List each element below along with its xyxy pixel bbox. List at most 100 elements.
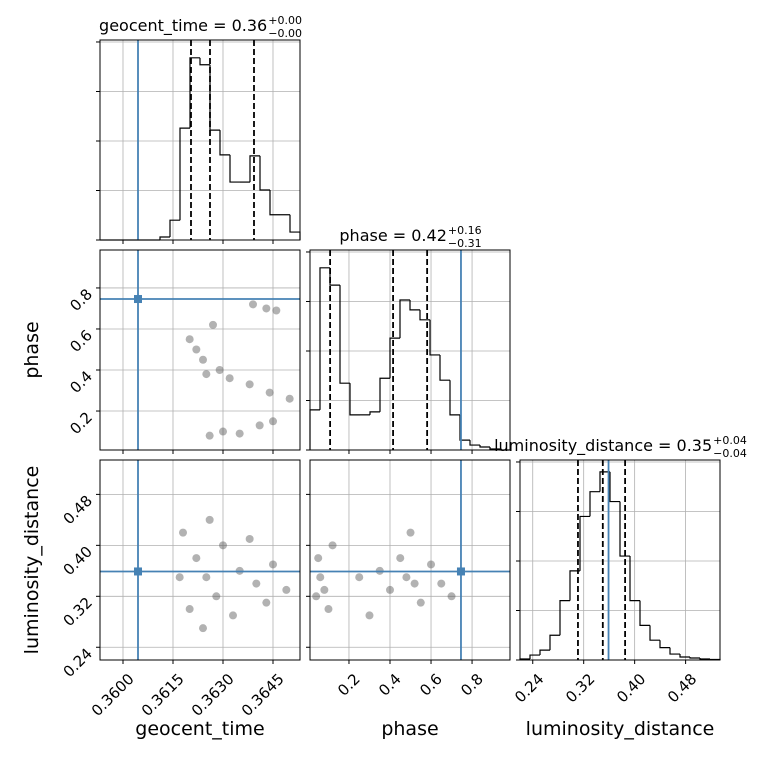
sample-point: [355, 573, 364, 582]
y-tick-label: 0.24: [60, 645, 96, 681]
x-tick-label: 0.3615: [138, 670, 188, 720]
histogram-bin: [649, 625, 660, 641]
sample-point: [219, 541, 227, 550]
panel-frame: [99, 459, 301, 661]
title-lower: −0.00: [268, 27, 302, 40]
sample-point: [185, 605, 194, 614]
histogram-bin: [249, 155, 260, 183]
histogram-bin: [179, 127, 190, 221]
histogram-bin: [289, 214, 301, 240]
histogram-bin: [589, 491, 600, 517]
y-tick-label: 0.48: [60, 492, 96, 528]
panel-frame: [309, 249, 511, 451]
y-tick-label: 0.4: [66, 367, 96, 397]
histogram-bin: [559, 599, 570, 636]
title-lower: −0.31: [448, 237, 482, 250]
x-tick-label: 0.2: [334, 670, 364, 700]
histogram-bin: [259, 155, 270, 191]
sample-point: [402, 573, 411, 582]
histogram-bin: [329, 267, 340, 286]
panel-frame: [309, 459, 511, 661]
histogram-bin: [159, 236, 170, 240]
histogram-bin: [409, 300, 420, 311]
histogram-bin: [479, 445, 490, 448]
sample-point: [314, 554, 323, 563]
histogram-bin: [319, 267, 330, 410]
sample-point: [192, 345, 201, 354]
x-tick-label: 0.3600: [88, 670, 138, 720]
sample-point: [229, 611, 237, 620]
histogram-bin: [689, 657, 700, 659]
sample-point: [219, 427, 227, 436]
sample-point: [199, 355, 207, 364]
histogram-bin: [469, 440, 480, 446]
sample-point: [202, 370, 211, 379]
title-upper: +0.04: [713, 434, 747, 447]
sample-point: [272, 306, 281, 315]
sample-point: [212, 592, 221, 601]
sample-point: [262, 598, 271, 607]
sample-point: [396, 554, 405, 563]
sample-point: [235, 429, 244, 438]
histogram-bin: [569, 570, 580, 601]
title-upper: +0.16: [448, 224, 482, 237]
sample-point: [320, 585, 329, 594]
histogram-bin: [659, 640, 670, 649]
sample-point: [269, 417, 277, 426]
sample-point: [179, 528, 187, 537]
sample-point: [269, 560, 277, 569]
x-tick-label: 0.40: [613, 670, 649, 706]
histogram-bin: [609, 471, 620, 503]
histogram-bin: [389, 337, 400, 379]
histogram-bin: [599, 471, 610, 492]
y-axis-label: luminosity_distance: [21, 466, 43, 655]
y-tick-label: 0.6: [66, 326, 96, 356]
panel: 0.3600 0.3615 0.3630 0.3645 0.24 0.32 0.40 0.48…: [21, 459, 301, 740]
histogram-bin: [419, 309, 430, 321]
histogram-bin: [629, 556, 640, 602]
panel: geocent_time = 0.36 +0.00−0.00: [96, 14, 302, 244]
histogram-bin: [529, 654, 540, 660]
sample-point: [312, 592, 321, 601]
title-lower: −0.04: [713, 447, 747, 460]
x-tick-label: 0.24: [511, 670, 547, 706]
panel-frame: [99, 39, 301, 241]
x-axis-label: luminosity_distance: [526, 718, 715, 740]
sample-point: [427, 560, 436, 569]
sample-point: [205, 431, 214, 440]
histogram-bin: [449, 380, 460, 416]
histogram-bin: [369, 411, 380, 415]
y-tick-label: 0.8: [66, 285, 96, 315]
histogram-bin: [619, 501, 630, 557]
histogram-bin: [169, 219, 180, 238]
sample-point: [262, 304, 271, 313]
x-tick-label: 0.8: [457, 670, 487, 700]
sample-point: [437, 579, 446, 588]
sample-point: [175, 573, 184, 582]
x-tick-label: 0.48: [664, 670, 700, 706]
sample-point: [185, 335, 194, 344]
sample-point: [406, 528, 415, 537]
histogram-bin: [699, 658, 710, 660]
histogram-bin: [219, 130, 230, 156]
histogram-bin: [489, 447, 500, 450]
histogram-bin: [209, 64, 220, 131]
x-tick-label: 0.3645: [238, 670, 288, 720]
histogram-bin: [459, 414, 470, 441]
histogram-bin: [269, 190, 280, 216]
panel: 0.2 0.4 0.6 0.8 phase: [21, 249, 301, 454]
title-upper: +0.00: [268, 14, 302, 27]
histogram-bin: [399, 299, 410, 339]
panel: 0.2 0.4 0.6 0.8 phase: [306, 459, 511, 740]
sample-point: [249, 300, 257, 309]
x-tick-label: 0.4: [375, 670, 405, 700]
panel: 0.24 0.32 0.40 0.48 luminosity_distance = 0.…: [494, 434, 747, 740]
sample-point: [205, 515, 214, 524]
sample-point: [252, 579, 261, 588]
x-axis-label: phase: [381, 718, 438, 740]
sample-point: [215, 366, 224, 374]
truth-marker: [456, 567, 465, 576]
sample-point: [410, 579, 419, 588]
sample-point: [209, 320, 217, 329]
